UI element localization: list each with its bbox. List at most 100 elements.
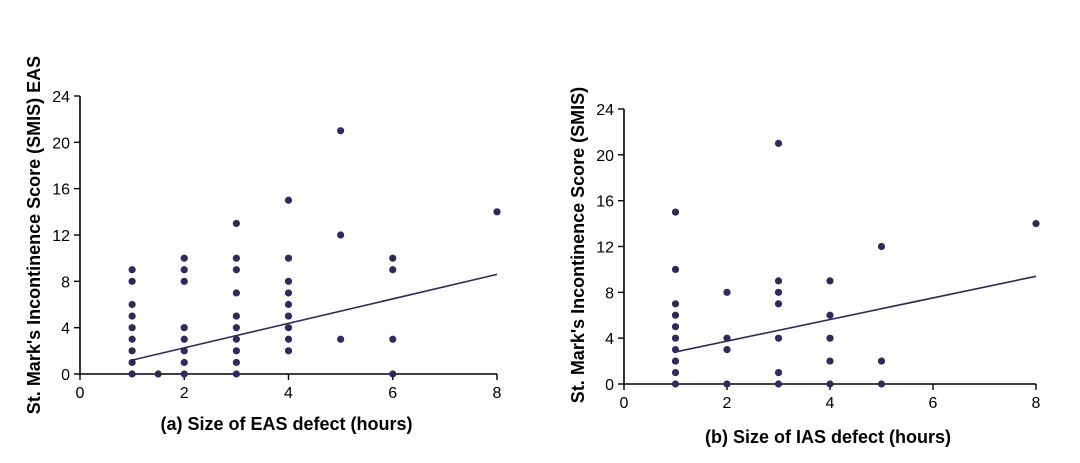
x-tick-label: 0 <box>620 395 629 412</box>
data-point <box>284 300 293 309</box>
data-point <box>232 266 240 274</box>
data-point <box>232 312 240 320</box>
y-tick-label: 24 <box>596 102 614 119</box>
data-point <box>232 347 240 355</box>
data-point <box>671 323 680 331</box>
data-point <box>232 370 240 378</box>
y-tick-label: 4 <box>605 331 614 348</box>
data-point <box>284 312 293 320</box>
x-tick-label: 4 <box>284 385 293 402</box>
data-point <box>180 370 188 378</box>
data-point <box>774 288 783 296</box>
data-point <box>180 277 188 285</box>
y-tick-label: 12 <box>52 228 70 245</box>
y-axis-label: St. Mark's Incontinence Score (SMIS) <box>568 87 588 403</box>
data-point <box>774 334 783 342</box>
data-point <box>284 196 293 204</box>
x-tick-label: 4 <box>826 395 835 412</box>
data-point <box>877 242 886 251</box>
data-point <box>180 266 188 274</box>
data-point <box>826 277 834 285</box>
data-point <box>128 300 136 309</box>
y-tick-label: 0 <box>61 367 70 384</box>
x-tick-label: 6 <box>929 395 938 412</box>
data-point <box>284 289 293 297</box>
data-point <box>180 254 188 262</box>
data-point <box>671 357 680 365</box>
x-tick-label: 8 <box>1032 395 1041 412</box>
x-axis-label: (b) Size of IAS defect (hours) <box>705 427 951 447</box>
data-point <box>128 312 136 320</box>
data-point <box>337 231 345 239</box>
y-tick-label: 8 <box>61 274 70 291</box>
data-point <box>826 357 834 365</box>
data-point <box>671 311 680 319</box>
data-point <box>1032 219 1040 228</box>
data-point <box>671 265 680 274</box>
data-point <box>284 254 293 262</box>
regression-line <box>131 273 498 361</box>
data-point <box>284 335 293 343</box>
data-point <box>232 219 240 228</box>
y-tick-label: 16 <box>596 194 614 211</box>
data-point <box>774 368 783 377</box>
data-point <box>128 370 136 378</box>
data-point <box>284 347 293 355</box>
data-point <box>723 380 731 388</box>
data-point <box>232 289 240 297</box>
data-point <box>877 380 886 388</box>
data-point <box>128 277 136 285</box>
data-point <box>180 324 188 332</box>
data-point <box>128 347 136 355</box>
data-point <box>284 324 293 332</box>
data-point <box>232 358 240 367</box>
x-tick-label: 2 <box>723 395 732 412</box>
data-point <box>232 335 240 343</box>
x-tick-label: 8 <box>493 385 502 402</box>
data-point <box>389 266 397 274</box>
x-tick-label: 0 <box>76 385 85 402</box>
y-tick-label: 20 <box>52 135 70 152</box>
regression-line <box>675 275 1037 353</box>
x-tick-label: 2 <box>180 385 189 402</box>
data-point <box>774 277 783 285</box>
data-point <box>774 139 783 147</box>
data-point <box>128 335 136 343</box>
data-point <box>493 208 501 216</box>
x-tick-label: 6 <box>388 385 397 402</box>
data-point <box>877 357 886 365</box>
y-axis-label: St. Mark's Incontinence Score (SMIS) EAS <box>24 56 44 414</box>
data-point <box>389 370 397 378</box>
data-point <box>826 380 834 388</box>
data-point <box>337 335 345 343</box>
y-tick-label: 12 <box>596 240 614 257</box>
data-point <box>826 311 834 319</box>
data-point <box>232 254 240 262</box>
data-point <box>723 334 731 342</box>
y-tick-label: 24 <box>52 89 70 106</box>
y-tick-label: 4 <box>61 321 70 338</box>
data-point <box>774 300 783 308</box>
data-point <box>128 324 136 332</box>
data-point <box>180 347 188 355</box>
data-point <box>284 277 293 285</box>
data-point <box>128 358 136 367</box>
data-point <box>671 380 680 388</box>
y-tick-label: 8 <box>605 285 614 302</box>
data-point <box>389 254 397 262</box>
data-point <box>774 380 783 388</box>
y-tick-label: 16 <box>52 182 70 199</box>
data-point <box>671 300 680 308</box>
data-point <box>180 358 188 367</box>
data-point <box>128 266 136 274</box>
data-point <box>671 334 680 342</box>
data-point <box>389 335 397 343</box>
data-point <box>826 334 834 342</box>
data-point <box>671 208 680 216</box>
x-axis-label: (a) Size of EAS defect (hours) <box>160 414 412 434</box>
data-point <box>671 368 680 377</box>
data-point <box>337 127 345 135</box>
